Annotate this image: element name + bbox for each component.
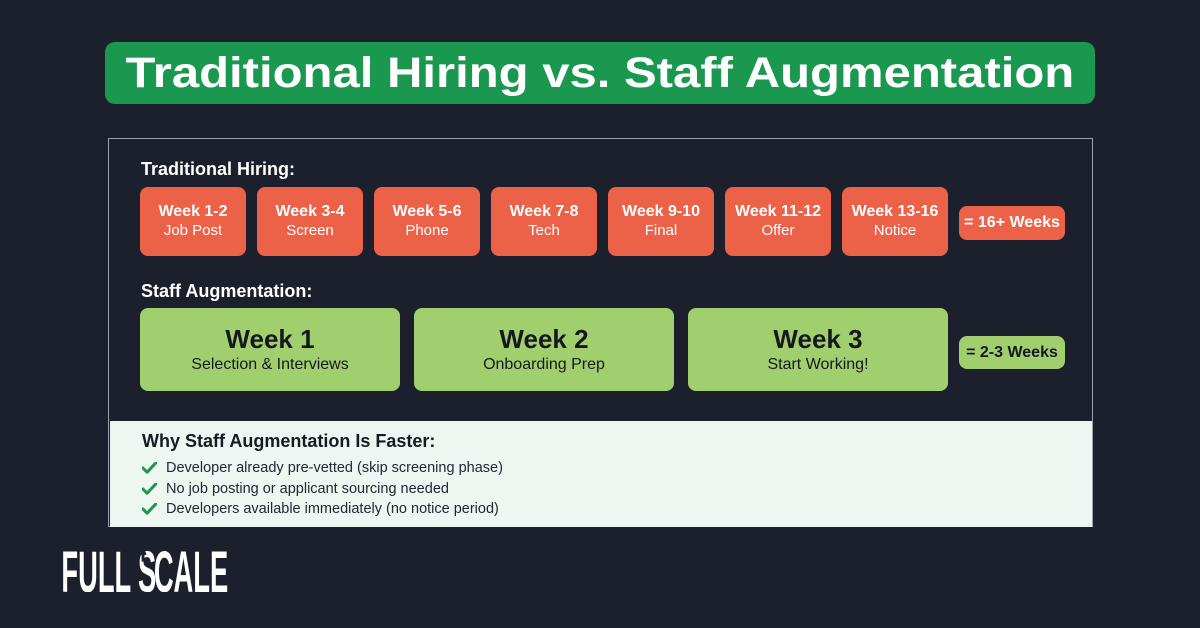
svg-text:S: S bbox=[138, 548, 156, 592]
svg-text:CALE: CALE bbox=[154, 548, 228, 592]
svg-text:FULL: FULL bbox=[62, 548, 131, 592]
